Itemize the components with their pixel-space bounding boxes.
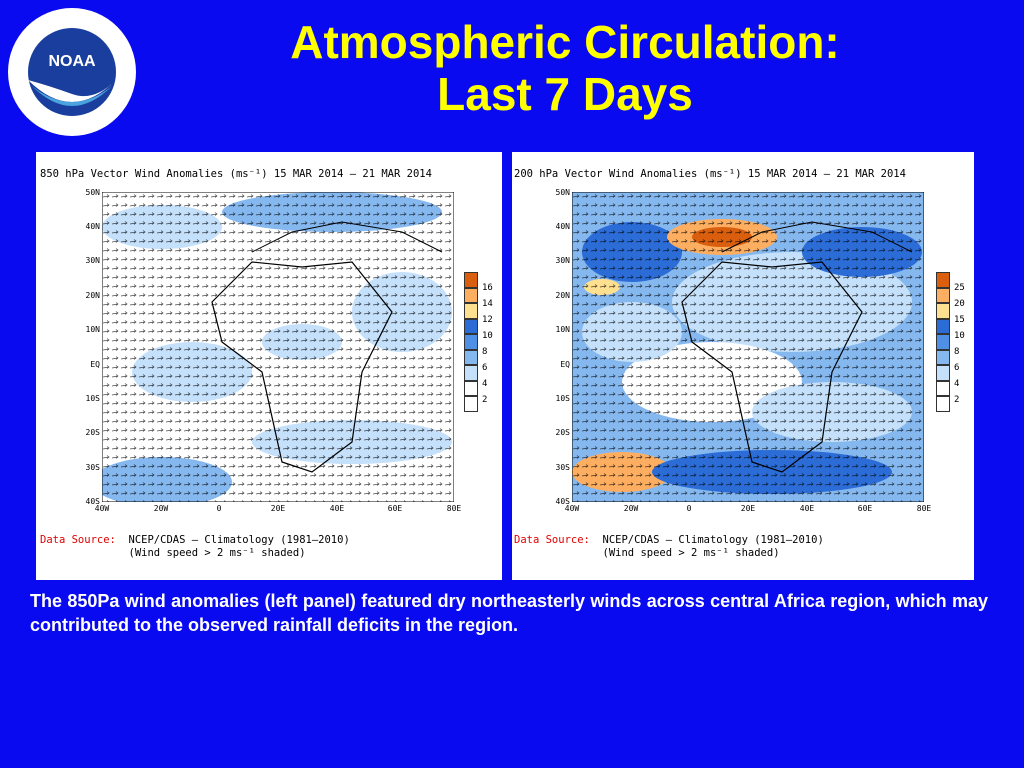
colorbar [464,272,478,412]
colorbar-swatch [936,365,950,381]
colorbar-label: 6 [482,363,488,373]
colorbar-label: 10 [954,331,965,341]
colorbar-label: 6 [954,363,960,373]
x-tick: 40E [329,504,345,513]
y-tick: 10N [555,325,570,334]
y-tick: 40N [555,222,570,231]
title-line-2: Last 7 Days [437,68,693,120]
colorbar-label: 2 [482,395,488,405]
colorbar-label: 20 [954,299,965,309]
y-tick: 10S [555,394,570,403]
x-tick: 60E [387,504,403,513]
panel-850hpa: 850 hPa Vector Wind Anomalies (ms⁻¹) 15 … [36,152,502,580]
wind-anomaly-map-850 [102,192,454,502]
colorbar-swatch [464,349,478,365]
y-tick: 30S [555,463,570,472]
x-tick: 40W [94,504,110,513]
x-tick: 80E [916,504,932,513]
panel-200hpa: 200 hPa Vector Wind Anomalies (ms⁻¹) 15 … [512,152,974,580]
colorbar-label: 2 [954,395,960,405]
x-tick: 20W [623,504,639,513]
x-tick: 40E [799,504,815,513]
colorbar-label: 25 [954,283,965,293]
x-tick: 0 [686,504,692,513]
x-tick: 20W [153,504,169,513]
y-tick: 20S [85,428,100,437]
source-line-2: (Wind speed > 2 ms⁻¹ shaded) [602,547,780,559]
slide-title: Atmospheric Circulation: Last 7 Days [150,16,980,120]
x-tick: 0 [216,504,222,513]
y-tick: 20N [555,291,570,300]
colorbar-label: 8 [954,347,960,357]
y-tick: 40S [555,497,570,506]
colorbar-swatch [464,334,478,350]
colorbar-swatch [464,396,478,412]
colorbar-label: 16 [482,283,493,293]
x-tick: 20E [270,504,286,513]
colorbar-label: 8 [482,347,488,357]
x-tick: 20E [740,504,756,513]
source-line-1: NCEP/CDAS – Climatology (1981–2010) [128,534,350,546]
noaa-logo: NOAA [6,6,138,138]
colorbar-swatch [936,303,950,319]
colorbar-swatch [464,272,478,288]
colorbar-labels: 25 20 15 10 8 6 4 2 [954,280,965,408]
colorbar-label: 14 [482,299,493,309]
wind-anomaly-map-200 [572,192,924,502]
colorbar-labels: 16 14 12 10 8 6 4 2 [482,280,493,408]
y-tick: 30N [555,256,570,265]
colorbar-swatch [464,318,478,334]
source-line-2: (Wind speed > 2 ms⁻¹ shaded) [128,547,306,559]
colorbar [936,272,950,412]
panel-title: 850 hPa Vector Wind Anomalies (ms⁻¹) 15 … [40,168,432,180]
svg-text:NOAA: NOAA [48,53,96,70]
panel-title: 200 hPa Vector Wind Anomalies (ms⁻¹) 15 … [514,168,906,180]
colorbar-swatch [464,365,478,381]
colorbar-swatch [936,272,950,288]
colorbar-label: 4 [954,379,960,389]
y-tick: 30S [85,463,100,472]
colorbar-swatch [936,349,950,365]
source-line-1: NCEP/CDAS – Climatology (1981–2010) [602,534,824,546]
y-tick: 30N [85,256,100,265]
y-tick: 50N [85,188,100,197]
colorbar-swatch [936,334,950,350]
y-tick: 50N [555,188,570,197]
data-source: Data Source: NCEP/CDAS – Climatology (19… [514,534,824,560]
y-tick: 10S [85,394,100,403]
y-tick: 10N [85,325,100,334]
y-tick: 20N [85,291,100,300]
colorbar-label: 12 [482,315,493,325]
colorbar-swatch [936,287,950,303]
colorbar-label: 15 [954,315,965,325]
slide-caption: The 850Pa wind anomalies (left panel) fe… [30,591,988,635]
colorbar-swatch [464,380,478,396]
colorbar-label: 10 [482,331,493,341]
y-tick: 20S [555,428,570,437]
source-label: Data Source: [40,534,116,546]
colorbar-swatch [936,318,950,334]
y-tick: 40N [85,222,100,231]
colorbar-swatch [936,380,950,396]
data-source: Data Source: NCEP/CDAS – Climatology (19… [40,534,350,560]
x-tick: 40W [564,504,580,513]
x-tick: 60E [857,504,873,513]
x-tick: 80E [446,504,462,513]
y-tick: EQ [560,360,570,369]
y-tick: 40S [85,497,100,506]
source-label: Data Source: [514,534,590,546]
colorbar-swatch [936,396,950,412]
title-line-1: Atmospheric Circulation: [290,16,840,68]
colorbar-swatch [464,287,478,303]
colorbar-label: 4 [482,379,488,389]
y-tick: EQ [90,360,100,369]
colorbar-swatch [464,303,478,319]
